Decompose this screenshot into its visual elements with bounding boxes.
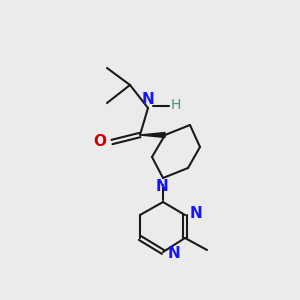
Text: N: N — [168, 245, 181, 260]
Text: H: H — [171, 98, 181, 112]
Text: N: N — [190, 206, 203, 221]
Text: N: N — [156, 179, 168, 194]
Polygon shape — [140, 133, 165, 137]
Text: O: O — [93, 134, 106, 148]
Text: N: N — [142, 92, 154, 107]
